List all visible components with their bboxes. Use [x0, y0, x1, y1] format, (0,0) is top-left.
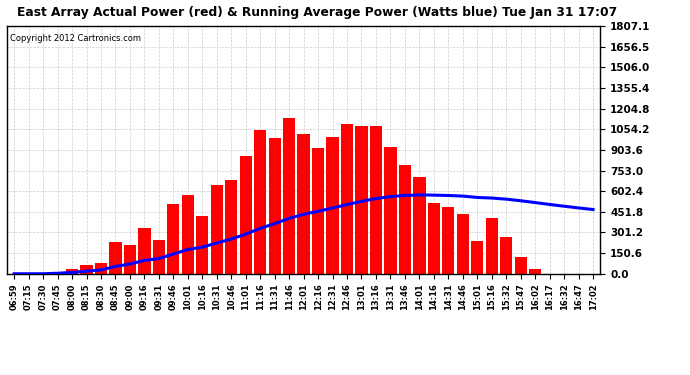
Bar [370, 126, 382, 274]
Bar [428, 203, 440, 274]
Bar [515, 257, 527, 274]
Bar [124, 245, 136, 274]
Bar [109, 242, 121, 274]
Bar [471, 241, 484, 274]
Bar [312, 148, 324, 274]
Bar [138, 228, 150, 274]
Bar [167, 204, 179, 274]
Bar [196, 216, 208, 274]
Text: East Array Actual Power (red) & Running Average Power (Watts blue) Tue Jan 31 17: East Array Actual Power (red) & Running … [17, 6, 618, 19]
Bar [66, 269, 78, 274]
Bar [254, 130, 266, 274]
Bar [500, 237, 513, 274]
Bar [341, 124, 353, 274]
Bar [413, 177, 426, 274]
Bar [95, 263, 107, 274]
Bar [181, 195, 194, 274]
Bar [268, 138, 281, 274]
Bar [355, 126, 368, 274]
Bar [283, 118, 295, 274]
Bar [442, 207, 455, 274]
Bar [399, 165, 411, 274]
Bar [384, 147, 397, 274]
Bar [297, 134, 310, 274]
Bar [239, 156, 252, 274]
Bar [152, 240, 165, 274]
Bar [210, 185, 223, 274]
Bar [80, 265, 92, 274]
Bar [225, 180, 237, 274]
Bar [529, 268, 542, 274]
Bar [326, 136, 339, 274]
Bar [486, 218, 498, 274]
Text: Copyright 2012 Cartronics.com: Copyright 2012 Cartronics.com [10, 34, 141, 43]
Bar [457, 214, 469, 274]
Bar [51, 272, 63, 274]
